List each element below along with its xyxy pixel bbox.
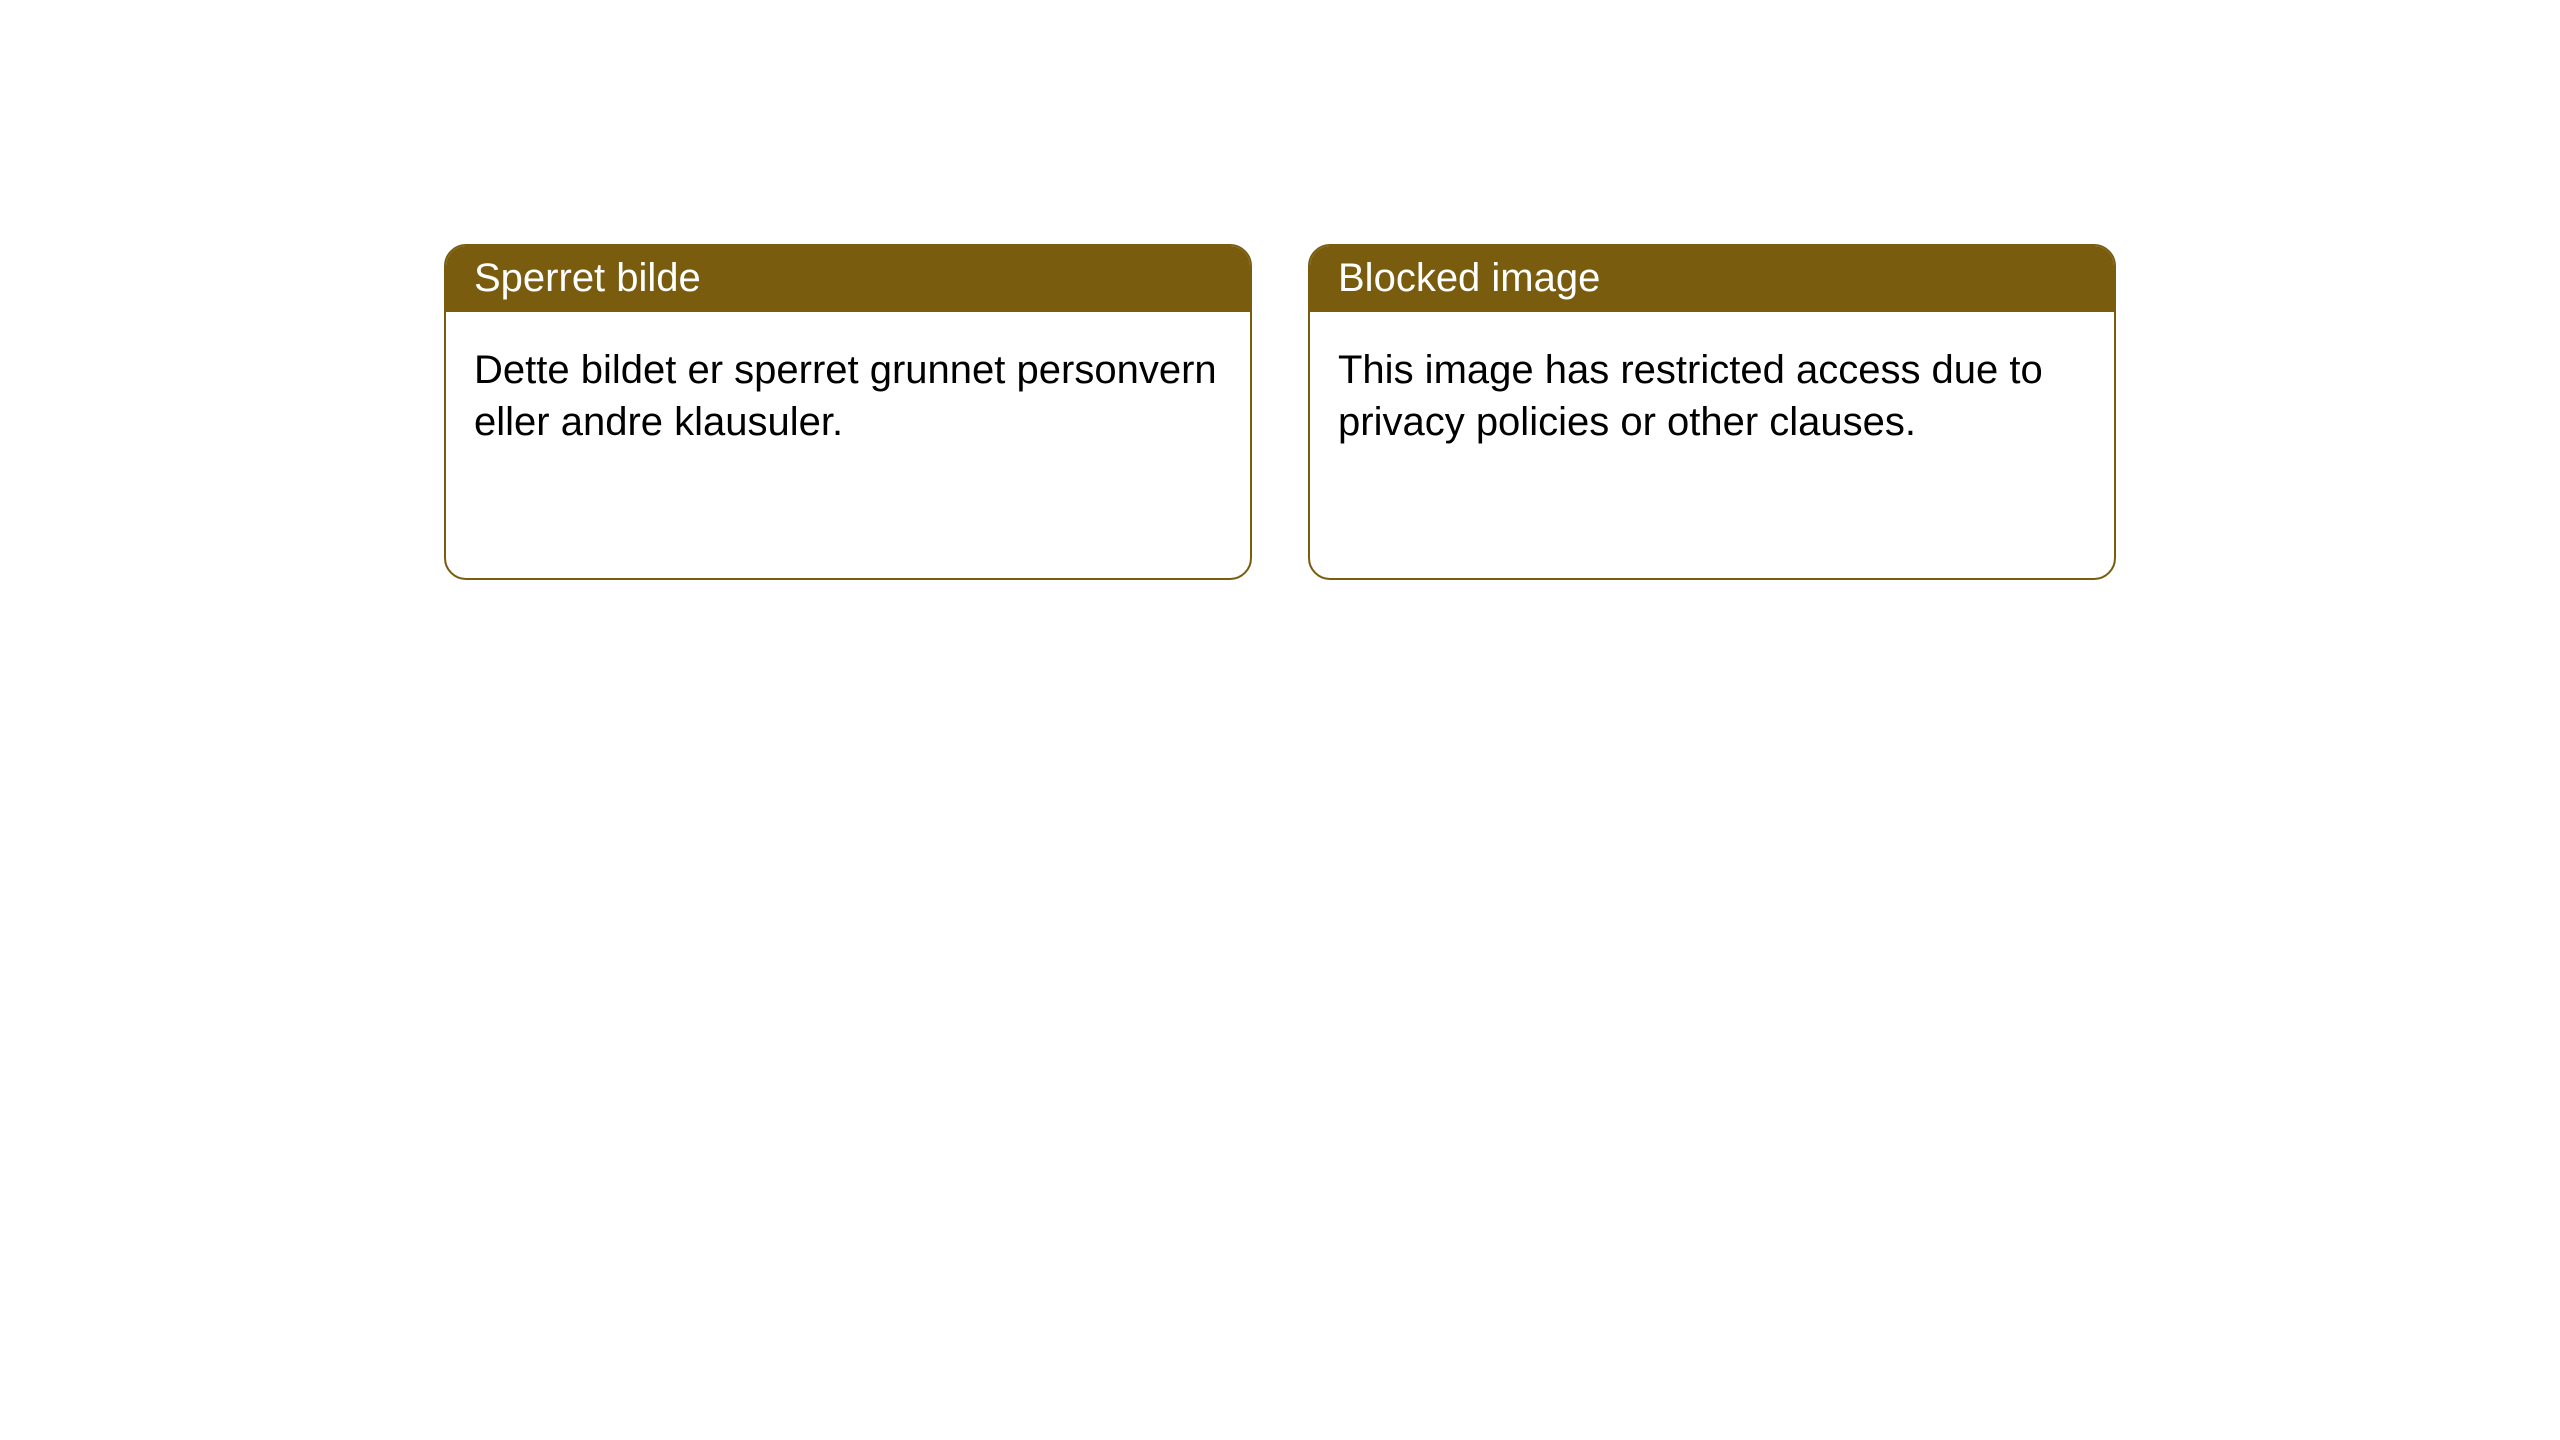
notice-card-body: Dette bildet er sperret grunnet personve… xyxy=(446,312,1250,476)
notice-container: Sperret bilde Dette bildet er sperret gr… xyxy=(0,244,2560,580)
notice-card-body: This image has restricted access due to … xyxy=(1310,312,2114,476)
notice-card-title: Sperret bilde xyxy=(446,246,1250,312)
notice-card-norwegian: Sperret bilde Dette bildet er sperret gr… xyxy=(444,244,1252,580)
notice-card-title: Blocked image xyxy=(1310,246,2114,312)
notice-card-english: Blocked image This image has restricted … xyxy=(1308,244,2116,580)
